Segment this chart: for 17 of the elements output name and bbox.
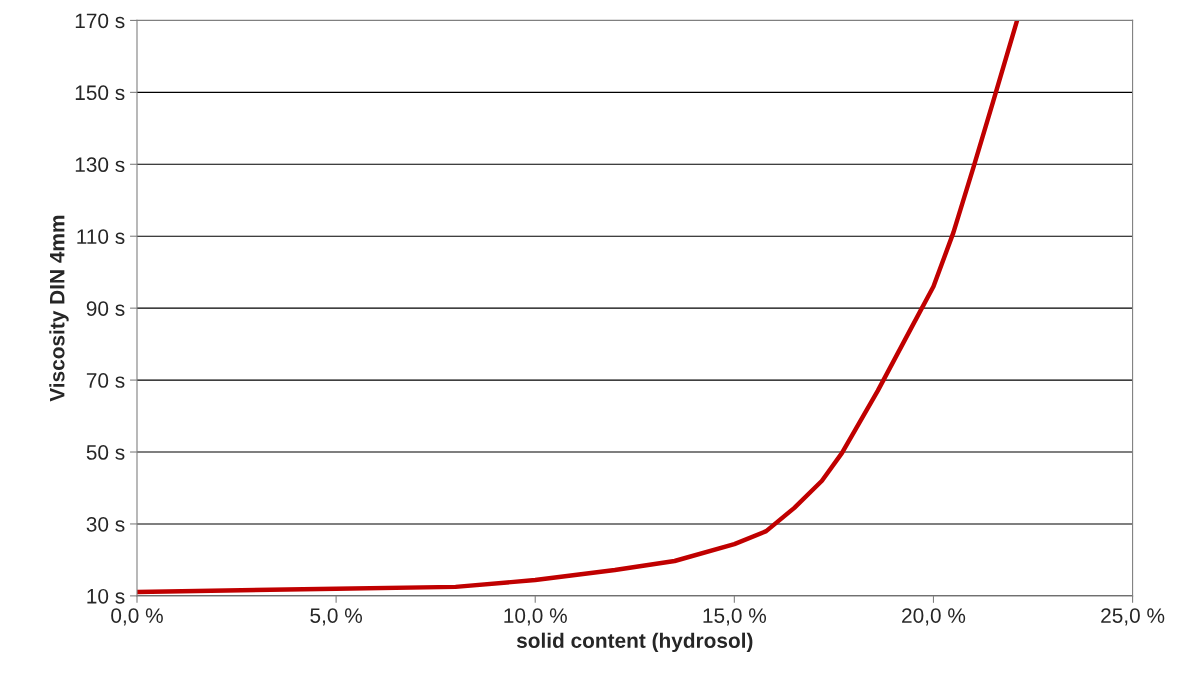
y-tick-label: 50 s — [86, 445, 125, 460]
x-tick-label: 0,0 % — [111, 608, 163, 626]
y-tick-label: 30 s — [86, 516, 125, 532]
x-tick-label: 10,0 % — [504, 608, 567, 626]
y-tick-label: 70 s — [86, 373, 125, 388]
x-axis-title: solid content (hydrosol) — [516, 632, 753, 653]
y-tick-label: 90 s — [86, 301, 125, 316]
y-tick-label: 10 s — [87, 588, 125, 604]
x-tick-label: 15,0 % — [703, 608, 767, 626]
y-tick-label: 170 s — [75, 13, 125, 29]
y-axis-title: Viscosity DIN 4mm — [49, 215, 69, 402]
x-tick-label: 5,0 % — [310, 608, 363, 626]
x-tick-label: 20,0 % — [902, 608, 966, 626]
x-tick-label: 25,0 % — [1101, 608, 1165, 626]
y-tick-label: 150 s — [75, 85, 125, 101]
y-tick-label: 110 s — [77, 229, 125, 244]
y-tick-label: 130 s — [75, 157, 125, 173]
